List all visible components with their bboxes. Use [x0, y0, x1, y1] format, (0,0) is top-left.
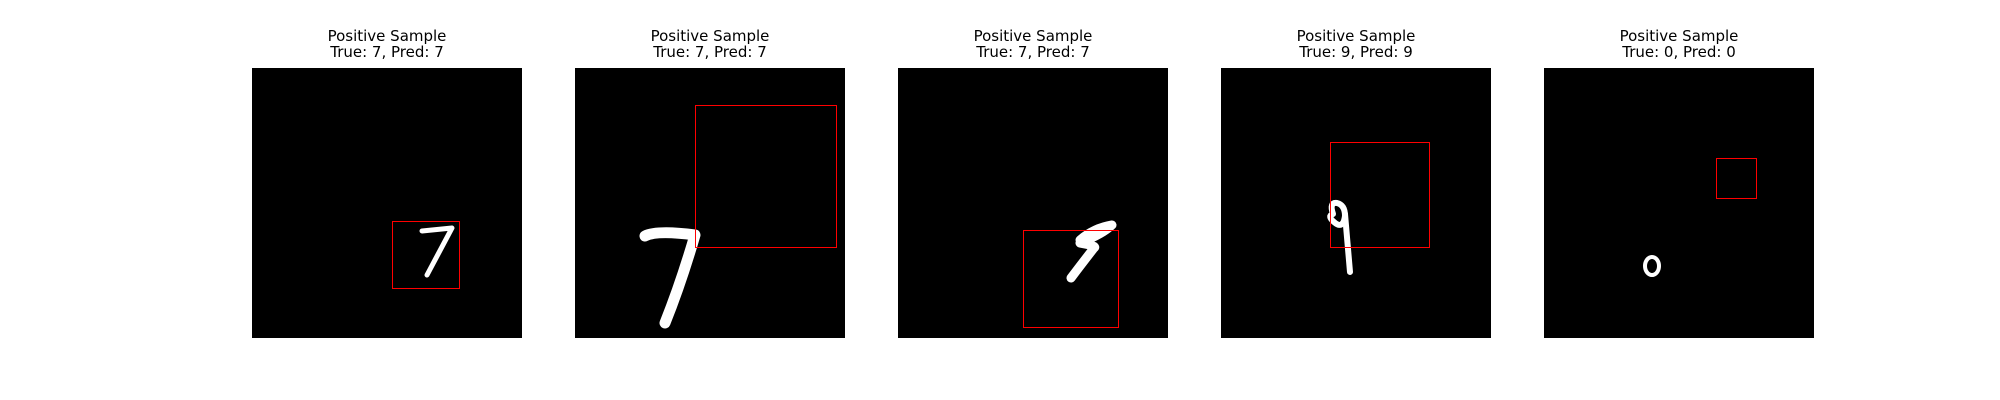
digit-image: [1544, 68, 1814, 338]
digit-9-glyph: [1327, 199, 1353, 275]
sample-panel-4: Positive Sample True: 9, Pred: 9: [1221, 27, 1491, 338]
sample-panel-1: Positive Sample True: 7, Pred: 7: [252, 27, 522, 338]
digit-0-glyph: [1643, 255, 1661, 277]
digit-image: [1221, 68, 1491, 338]
panel-title: Positive Sample: [327, 27, 447, 45]
bounding-box: [695, 105, 837, 248]
digit-image: [252, 68, 522, 338]
sample-panel-2: Positive Sample True: 7, Pred: 7: [575, 27, 845, 338]
panel-label: True: 7, Pred: 7: [330, 43, 444, 61]
bounding-box: [392, 221, 460, 289]
sample-panel-3: Positive Sample True: 7, Pred: 7: [898, 27, 1168, 338]
panel-title: Positive Sample: [1296, 27, 1416, 45]
panel-label: True: 7, Pred: 7: [976, 43, 1090, 61]
panel-title: Positive Sample: [1619, 27, 1739, 45]
bounding-box: [1716, 158, 1757, 199]
digit-7-glyph: [419, 225, 455, 278]
digit-7-glyph: [1066, 220, 1117, 283]
sample-panel-5: Positive Sample True: 0, Pred: 0: [1544, 27, 1814, 338]
digit-image: [898, 68, 1168, 338]
bounding-box: [1023, 230, 1119, 328]
panel-title: Positive Sample: [650, 27, 770, 45]
bounding-box: [1330, 142, 1430, 248]
digit-7-glyph: [639, 227, 701, 329]
digit-image: [575, 68, 845, 338]
panel-label: True: 7, Pred: 7: [653, 43, 767, 61]
panel-label: True: 0, Pred: 0: [1622, 43, 1736, 61]
panel-label: True: 9, Pred: 9: [1299, 43, 1413, 61]
panel-title: Positive Sample: [973, 27, 1093, 45]
